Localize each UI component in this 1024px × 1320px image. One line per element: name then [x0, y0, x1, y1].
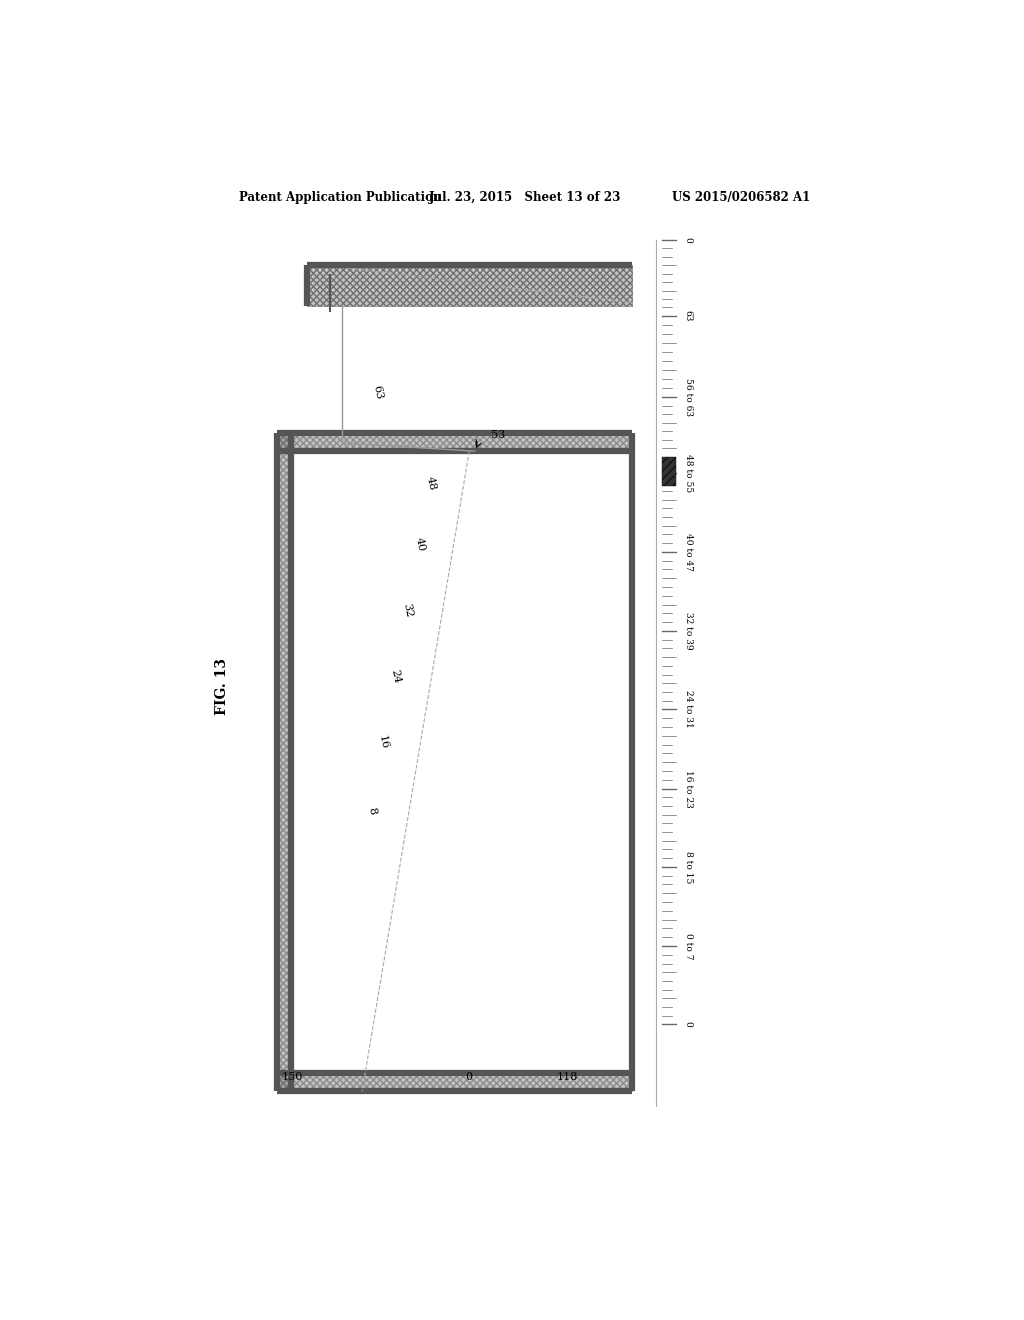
Text: 0: 0: [684, 236, 692, 243]
Text: 16 to 23: 16 to 23: [684, 770, 692, 808]
Bar: [278, 433, 632, 451]
Text: 56 to 63: 56 to 63: [684, 379, 692, 416]
Bar: [663, 457, 676, 486]
Text: 118: 118: [557, 1072, 578, 1082]
Text: 8: 8: [366, 807, 377, 816]
Text: US 2015/0206582 A1: US 2015/0206582 A1: [672, 190, 811, 203]
Text: 40 to 47: 40 to 47: [684, 533, 692, 570]
Text: FIG. 13: FIG. 13: [215, 659, 228, 715]
Text: 32: 32: [401, 603, 414, 619]
Text: 40: 40: [414, 537, 426, 553]
Text: 0 to 7: 0 to 7: [684, 933, 692, 960]
Text: 0: 0: [684, 1022, 692, 1027]
Text: 48 to 55: 48 to 55: [684, 454, 692, 492]
Text: 63: 63: [372, 384, 384, 400]
Text: 24: 24: [389, 669, 401, 685]
Text: 0: 0: [466, 1072, 473, 1082]
Bar: [306, 265, 632, 306]
Text: Jul. 23, 2015   Sheet 13 of 23: Jul. 23, 2015 Sheet 13 of 23: [429, 190, 621, 203]
Text: 16: 16: [377, 735, 390, 751]
Text: 48: 48: [425, 475, 437, 491]
Text: 32 to 39: 32 to 39: [684, 612, 692, 649]
Bar: [278, 433, 292, 1092]
Text: 24 to 31: 24 to 31: [684, 690, 692, 729]
Bar: [278, 1073, 632, 1092]
Bar: [306, 265, 632, 306]
Text: Patent Application Publication: Patent Application Publication: [240, 190, 441, 203]
Text: 150: 150: [282, 1072, 302, 1082]
Text: 53: 53: [492, 430, 506, 440]
Bar: [663, 457, 676, 486]
Text: 63: 63: [684, 310, 692, 322]
Text: 8 to 15: 8 to 15: [684, 850, 692, 883]
